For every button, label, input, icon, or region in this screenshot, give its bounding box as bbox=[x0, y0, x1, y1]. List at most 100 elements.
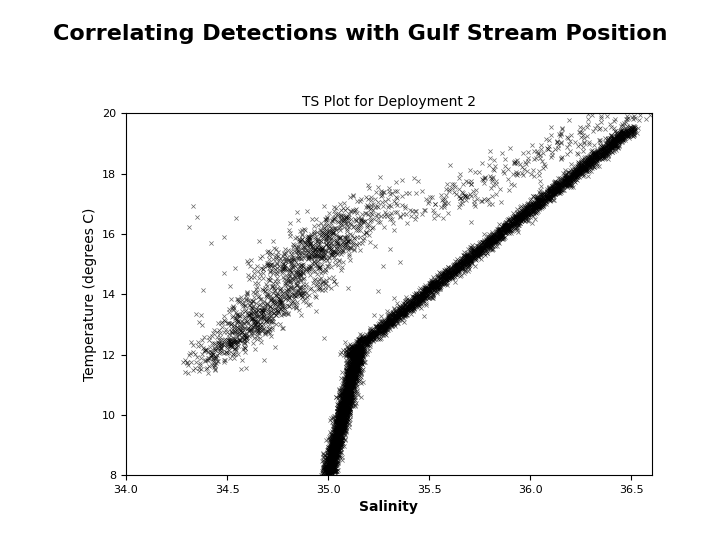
Point bbox=[325, 235, 337, 244]
Point bbox=[485, 240, 497, 249]
Point bbox=[528, 206, 540, 214]
Point bbox=[397, 306, 409, 314]
Point bbox=[400, 295, 412, 304]
Point bbox=[499, 155, 510, 164]
Point bbox=[420, 286, 431, 295]
Point bbox=[387, 313, 399, 322]
Point bbox=[346, 343, 357, 352]
Point bbox=[575, 122, 586, 131]
Point bbox=[351, 343, 363, 352]
Point bbox=[261, 312, 273, 321]
Point bbox=[469, 252, 480, 260]
Point bbox=[588, 157, 599, 165]
Point bbox=[531, 194, 543, 203]
Point bbox=[605, 143, 616, 151]
Point bbox=[229, 337, 240, 346]
Point bbox=[330, 237, 342, 246]
Point bbox=[456, 261, 468, 270]
Point bbox=[274, 299, 285, 308]
Point bbox=[552, 178, 564, 187]
Point bbox=[351, 363, 362, 372]
Point bbox=[446, 272, 457, 280]
Point bbox=[341, 400, 352, 408]
Point bbox=[297, 283, 308, 292]
Point bbox=[528, 202, 539, 211]
Point bbox=[295, 276, 307, 285]
Point bbox=[348, 366, 359, 374]
Point bbox=[596, 143, 608, 151]
Point bbox=[338, 410, 349, 419]
Point bbox=[338, 399, 350, 408]
Point bbox=[353, 340, 364, 349]
Point bbox=[346, 379, 357, 388]
Point bbox=[520, 212, 531, 220]
Point bbox=[353, 390, 364, 399]
Point bbox=[415, 295, 426, 303]
Point bbox=[557, 177, 569, 185]
Point bbox=[451, 261, 462, 270]
Point bbox=[337, 421, 348, 429]
Point bbox=[620, 127, 631, 136]
Point bbox=[257, 265, 269, 274]
Point bbox=[318, 463, 329, 472]
Point bbox=[276, 269, 288, 278]
Point bbox=[357, 345, 369, 354]
Point bbox=[629, 125, 641, 134]
Point bbox=[330, 279, 342, 288]
Point bbox=[464, 253, 475, 262]
Point bbox=[345, 348, 356, 356]
Point bbox=[361, 333, 373, 342]
Point bbox=[592, 162, 603, 171]
Point bbox=[580, 166, 592, 175]
Point bbox=[569, 165, 580, 173]
Point bbox=[352, 355, 364, 364]
Point bbox=[332, 435, 343, 443]
Point bbox=[407, 305, 418, 314]
Point bbox=[487, 241, 498, 249]
Point bbox=[230, 308, 241, 317]
Point bbox=[500, 229, 511, 238]
Point bbox=[262, 305, 274, 313]
Point bbox=[338, 403, 349, 411]
Point bbox=[199, 346, 211, 354]
Point bbox=[336, 418, 347, 427]
Point bbox=[499, 221, 510, 230]
Point bbox=[407, 299, 418, 308]
Point bbox=[225, 281, 236, 290]
Point bbox=[229, 327, 240, 335]
Point bbox=[476, 196, 487, 205]
Point bbox=[561, 179, 572, 188]
Point bbox=[585, 167, 597, 176]
Point bbox=[525, 170, 536, 179]
Point bbox=[327, 464, 338, 473]
Point bbox=[338, 411, 349, 420]
Point bbox=[354, 346, 366, 354]
Point bbox=[503, 220, 515, 229]
Point bbox=[372, 325, 383, 334]
Point bbox=[325, 448, 337, 456]
Point bbox=[325, 466, 337, 475]
Point bbox=[313, 252, 325, 260]
Point bbox=[355, 340, 366, 349]
Point bbox=[323, 469, 335, 477]
Point bbox=[449, 268, 460, 277]
Point bbox=[282, 291, 293, 300]
Point bbox=[328, 467, 340, 476]
Point bbox=[559, 166, 571, 174]
Point bbox=[446, 270, 457, 279]
Point bbox=[589, 149, 600, 158]
Point bbox=[333, 426, 344, 435]
Point bbox=[328, 437, 339, 446]
Point bbox=[391, 312, 402, 321]
Point bbox=[318, 468, 329, 476]
Point bbox=[620, 114, 631, 123]
Point bbox=[553, 181, 564, 190]
Point bbox=[330, 432, 341, 441]
Point bbox=[251, 299, 262, 307]
Point bbox=[240, 329, 252, 338]
Point bbox=[487, 242, 498, 251]
Point bbox=[371, 323, 382, 332]
Point bbox=[436, 269, 447, 278]
Point bbox=[344, 400, 356, 408]
Point bbox=[634, 116, 645, 125]
